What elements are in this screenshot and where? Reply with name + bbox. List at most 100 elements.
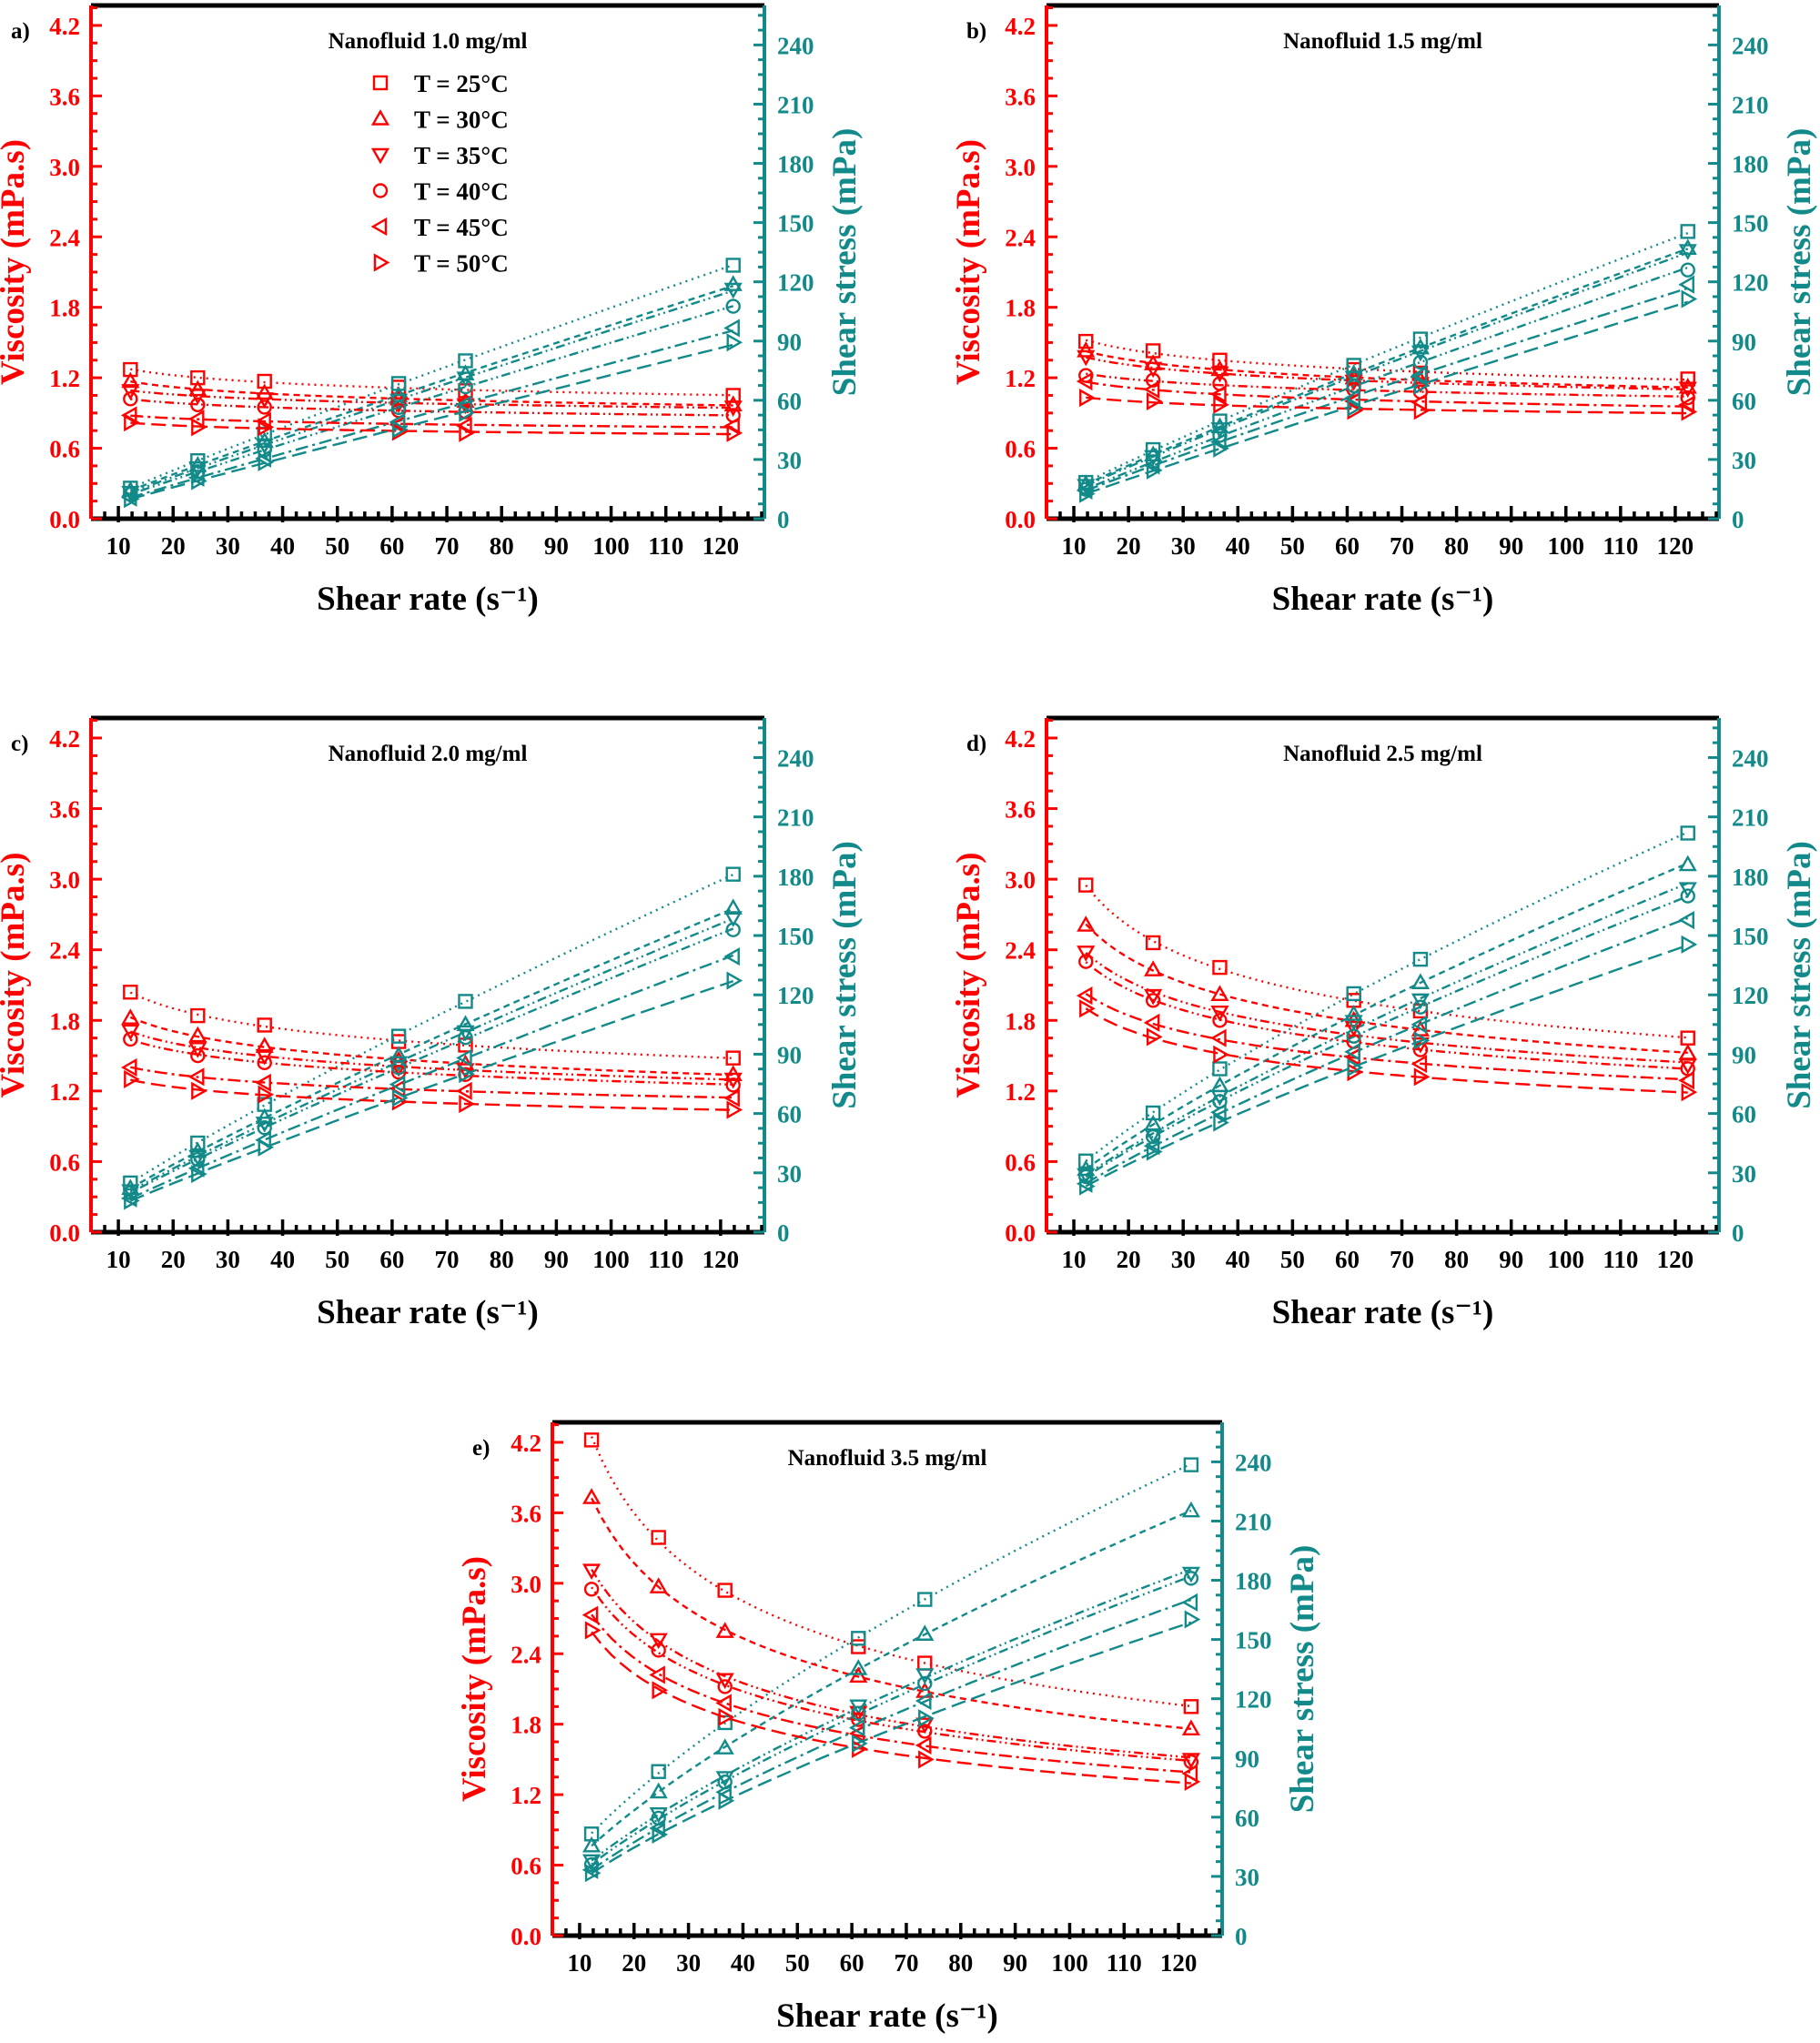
right-y-tick-label: 90 [777, 329, 802, 356]
right-y-tick-label: 240 [777, 744, 814, 772]
viscosity-point-30C [1144, 960, 1163, 976]
right-y-tick-label: 30 [1732, 447, 1756, 474]
right-y-tick-label: 90 [1732, 1041, 1756, 1068]
shear-stress-line-30C [129, 907, 734, 1189]
shear-stress-point-50C [1079, 484, 1096, 503]
shear-stress-point-45C [1181, 1593, 1198, 1612]
right-y-tick-label: 120 [1235, 1686, 1272, 1714]
viscosity-line-25C [590, 1436, 1192, 1708]
viscosity-point-25C [717, 1583, 733, 1598]
left-y-tick-label: 3.0 [1005, 154, 1036, 181]
viscosity-point-35C [1678, 1058, 1697, 1075]
right-y-tick-label: 60 [1732, 388, 1756, 415]
shear-stress-point-45C [1143, 456, 1160, 475]
left-y-tick-label: 2.4 [49, 937, 80, 965]
viscosity-point-40C [190, 397, 206, 413]
viscosity-point-50C [726, 1100, 743, 1119]
right-y-tick-label: 120 [777, 982, 814, 1009]
shear-stress-line-40C [129, 927, 734, 1194]
left-y-tick-label: 4.2 [511, 1430, 541, 1457]
panel-title: Nanofluid 3.5 mg/ml [788, 1446, 987, 1471]
left-y-tick-label: 0.6 [1005, 1148, 1036, 1176]
shear-stress-line-45C [129, 954, 734, 1199]
shear-stress-point-45C [1410, 1015, 1428, 1034]
viscosity-point-25C [1680, 371, 1695, 387]
shear-stress-point-40C [390, 399, 407, 416]
shear-stress-point-40C [1412, 354, 1429, 370]
x-tick-label: 70 [1390, 1246, 1414, 1273]
viscosity-point-25C [1183, 1699, 1199, 1714]
left-y-tick-label: 2.4 [49, 224, 80, 251]
shear-stress-point-40C [725, 298, 741, 314]
right-y-tick-label: 0 [777, 1219, 790, 1247]
shear-stress-point-30C [849, 1659, 868, 1675]
x-tick-label: 120 [703, 1246, 740, 1273]
viscosity-point-40C [917, 1724, 933, 1739]
shear-stress-point-45C [1410, 366, 1428, 385]
shear-stress-point-40C [257, 1120, 272, 1136]
left-y-tick-label: 4.2 [1005, 725, 1036, 753]
viscosity-point-40C [717, 1679, 733, 1694]
viscosity-point-40C [1078, 954, 1094, 969]
shear-stress-point-45C [1678, 275, 1694, 294]
shear-stress-point-50C [258, 1138, 275, 1157]
viscosity-line-50C [1086, 396, 1688, 415]
panel-label: c) [11, 732, 28, 756]
shear-stress-point-45C [723, 319, 740, 338]
shear-stress-point-30C [582, 1836, 602, 1853]
shear-stress-line-50C [129, 343, 733, 501]
x-tick-label: 40 [270, 532, 295, 560]
viscosity-point-45C [581, 1605, 599, 1624]
shear-stress-point-25C [1212, 1061, 1228, 1077]
viscosity-line-35C [129, 1030, 733, 1081]
x-tick-label: 90 [1499, 532, 1523, 560]
viscosity-point-30C [255, 1037, 274, 1053]
shear-stress-point-35C [1410, 345, 1431, 362]
shear-stress-point-30C [723, 898, 743, 915]
x-tick-label: 50 [325, 1246, 349, 1273]
viscosity-point-45C [120, 1057, 137, 1077]
shear-stress-point-40C [1183, 1571, 1199, 1586]
viscosity-point-50C [918, 1750, 935, 1769]
viscosity-line-45C [1085, 992, 1688, 1081]
shear-stress-point-50C [1681, 935, 1698, 954]
shear-stress-point-45C [1210, 432, 1227, 451]
viscosity-point-35C [1344, 1020, 1363, 1037]
right-y-tick-label: 210 [777, 804, 814, 832]
viscosity-point-30C [1077, 341, 1096, 358]
shear-stress-line-35C [1085, 882, 1689, 1177]
viscosity-line-35C [1086, 356, 1688, 391]
shear-stress-line-45C [129, 329, 734, 499]
left-y-tick-label: 0.6 [1005, 436, 1036, 463]
viscosity-point-35C [1144, 988, 1163, 1006]
viscosity-point-25C [190, 1007, 206, 1024]
viscosity-point-35C [1144, 361, 1163, 379]
viscosity-point-35C [188, 389, 207, 405]
right-y-tick-label: 150 [1732, 210, 1769, 238]
shear-stress-line-25C [591, 1462, 1192, 1835]
shear-stress-point-25C [1145, 1105, 1161, 1121]
viscosity-point-50C [258, 1085, 275, 1104]
left-y-tick-label: 0.6 [49, 436, 80, 463]
viscosity-point-45C [915, 1735, 932, 1755]
x-tick-label: 70 [435, 532, 460, 560]
shear-stress-point-25C [1680, 224, 1695, 239]
shear-stress-point-45C [1678, 911, 1694, 930]
viscosity-point-40C [390, 1064, 407, 1080]
shear-stress-point-30C [1181, 1501, 1200, 1518]
viscosity-point-30C [1678, 378, 1697, 394]
panel-label: e) [472, 1436, 490, 1461]
viscosity-point-25C [651, 1530, 666, 1545]
viscosity-point-45C [1410, 1055, 1428, 1074]
x-tick-label: 30 [1171, 532, 1196, 560]
left-y-tick-label: 3.6 [49, 796, 80, 824]
viscosity-point-45C [1076, 371, 1093, 391]
left-y-tick-label: 3.6 [1005, 796, 1036, 824]
shear-stress-point-25C [1078, 1153, 1094, 1168]
left-y-axis-title: Viscosity (mPa.s) [456, 1556, 493, 1802]
viscosity-point-50C [191, 418, 207, 437]
left-y-tick-label: 1.2 [1005, 1078, 1036, 1106]
x-tick-label: 110 [1603, 1246, 1638, 1273]
chart-panel-c: 10 20 30 40 50 60 70 80 90 100 110 120 0.0 0.6 1.2 1.8 2… [0, 715, 864, 1331]
viscosity-point-50C [459, 1095, 475, 1114]
